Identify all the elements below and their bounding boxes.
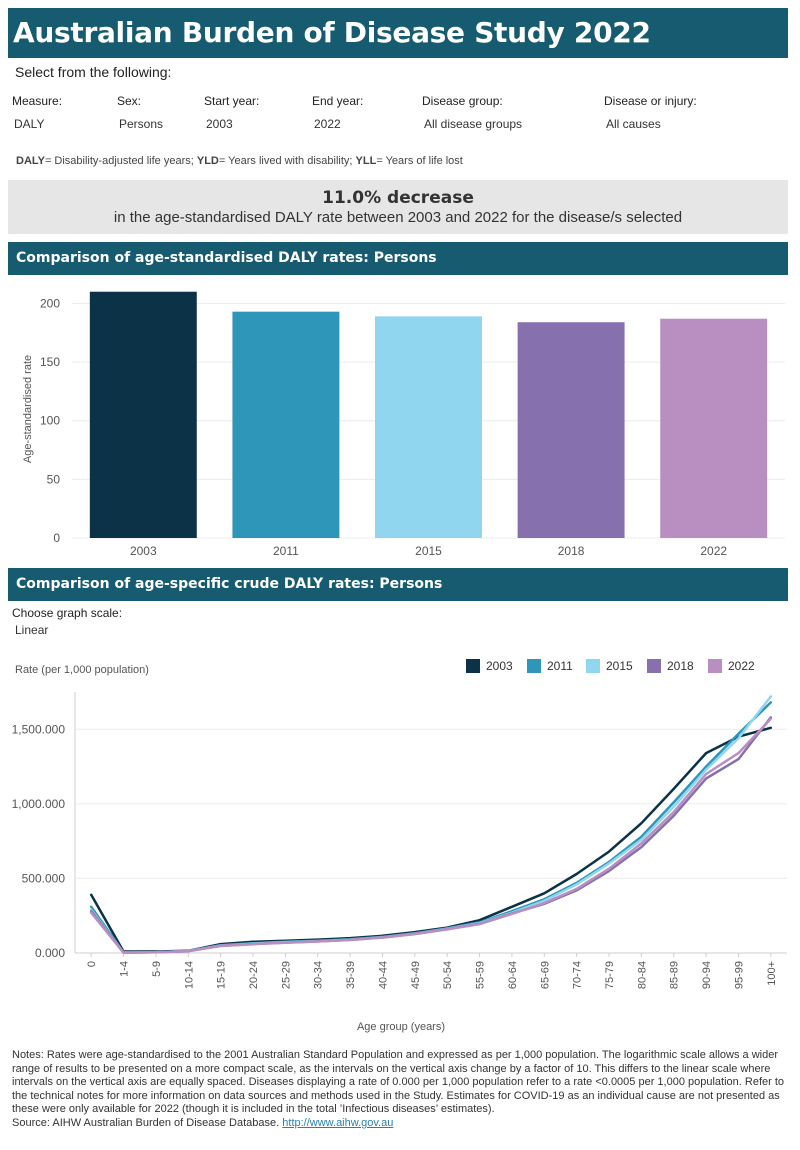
filter-sex-value[interactable]: Persons <box>119 117 164 131</box>
line-x-tick-label: 50-54 <box>442 961 454 989</box>
bar-x-tick-label: 2022 <box>700 544 727 558</box>
filter-end-year[interactable]: End year: 2022 <box>312 94 363 131</box>
series-line-2011 <box>89 701 773 954</box>
filter-end-year-value[interactable]: 2022 <box>314 117 341 131</box>
line-x-tick-label: 10-14 <box>183 961 195 989</box>
page-title: Australian Burden of Disease Study 2022 <box>13 16 651 49</box>
line-y-tick-label: 1,000.000 <box>12 797 66 811</box>
legend-swatch-2015 <box>586 659 600 673</box>
bar-2015 <box>375 316 482 538</box>
line-y-tick-label: 1,500.000 <box>12 722 66 736</box>
legend-swatch-2011 <box>527 659 541 673</box>
line-x-tick-label: 15-19 <box>216 961 228 989</box>
legend-label-2015: 2015 <box>606 659 633 673</box>
filter-disease-group-label: Disease group: <box>422 94 503 108</box>
line-y-axis-label: Rate (per 1,000 population) <box>15 664 149 676</box>
filter-disease-injury-value[interactable]: All causes <box>606 117 661 131</box>
graph-scale-label: Choose graph scale: <box>12 606 123 620</box>
line-x-tick-label: 70-74 <box>572 961 584 989</box>
legend-swatch-2003 <box>466 659 480 673</box>
summary-subtext: in the age-standardised DALY rate betwee… <box>113 209 683 226</box>
line-x-tick-label: 65-69 <box>539 961 551 989</box>
line-x-tick-label: 95-99 <box>733 961 745 989</box>
bar-y-tick-label: 150 <box>40 355 60 369</box>
line-chart: Rate (per 1,000 population) 0.000 500.000 1… <box>12 659 787 1033</box>
select-header: Select from the following: <box>15 64 172 80</box>
filter-disease-injury-label: Disease or injury: <box>604 94 697 108</box>
legend-swatch-2018 <box>647 659 661 673</box>
line-x-tick-label: 75-79 <box>604 961 616 989</box>
summary-headline: 11.0% decrease <box>322 188 474 208</box>
filter-start-year-value[interactable]: 2003 <box>206 117 233 131</box>
bar-y-tick-label: 100 <box>40 414 60 428</box>
bar-y-tick-label: 50 <box>47 472 61 486</box>
line-x-tick-label: 40-44 <box>377 961 389 989</box>
bar-2011 <box>232 311 340 538</box>
section-title-standardised: Comparison of age-standardised DALY rate… <box>8 242 788 275</box>
legend-label-2003: 2003 <box>486 659 513 673</box>
bar-y-tick-label: 200 <box>40 296 60 310</box>
series-line-2018 <box>89 716 773 954</box>
line-x-tick-label: 85-89 <box>669 961 681 989</box>
bar-x-tick-label: 2011 <box>273 544 299 558</box>
bar-2022 <box>660 318 768 538</box>
filter-measure-label: Measure: <box>12 94 63 108</box>
filter-disease-group[interactable]: Disease group: All disease groups <box>422 94 522 131</box>
filter-end-year-label: End year: <box>312 94 364 108</box>
legend-label-2022: 2022 <box>728 659 755 673</box>
source-text: Source: AIHW Australian Burden of Diseas… <box>12 1116 283 1129</box>
series-line-2003 <box>89 726 773 953</box>
notes: Notes: Rates were age-standardised to th… <box>12 1049 788 1131</box>
bar-chart: 0 50 100 150 200 Age-standardised rate 2003 201… <box>22 291 785 558</box>
section-title-age-specific: Comparison of age-specific crude DALY ra… <box>8 568 788 601</box>
line-x-tick-label: 60-64 <box>507 961 519 989</box>
source-link[interactable]: http://www.aihw.gov.au <box>282 1116 394 1129</box>
line-x-tick-label: 5-9 <box>151 961 163 977</box>
line-x-tick-label: 100+ <box>766 961 778 986</box>
line-x-axis-label: Age group (years) <box>357 1021 445 1033</box>
series-line-2022 <box>89 717 773 954</box>
filter-measure[interactable]: Measure: DALY <box>12 94 62 131</box>
legend-label-2011: 2011 <box>547 659 573 673</box>
abbreviations-note: DALY= Disability-adjusted life years; YL… <box>16 155 463 167</box>
bar-y-tick-label: 0 <box>53 531 60 545</box>
line-x-tick-label: 1-4 <box>119 961 131 977</box>
line-x-tick-label: 20-24 <box>248 961 260 989</box>
line-x-tick-label: 0 <box>86 961 98 967</box>
bar-x-tick-label: 2015 <box>415 544 442 558</box>
line-y-tick-label: 500.000 <box>22 871 66 885</box>
title-bar: Australian Burden of Disease Study 2022 <box>8 8 788 58</box>
bar-x-tick-label: 2003 <box>130 544 157 558</box>
series-line-2015 <box>89 695 773 954</box>
filter-measure-value[interactable]: DALY <box>14 117 45 131</box>
graph-scale-value[interactable]: Linear <box>15 623 49 637</box>
filter-start-year[interactable]: Start year: 2003 <box>204 94 259 131</box>
line-x-tick-label: 30-34 <box>313 961 325 989</box>
line-x-tick-label: 90-94 <box>701 961 713 989</box>
line-x-tick-label: 80-84 <box>636 961 648 989</box>
line-x-tick-label: 35-39 <box>345 961 357 989</box>
filter-disease-group-value[interactable]: All disease groups <box>424 117 523 131</box>
filter-start-year-label: Start year: <box>204 94 260 108</box>
line-x-tick-label: 55-59 <box>475 961 487 989</box>
bar-x-tick-label: 2018 <box>558 544 585 558</box>
filter-sex-label: Sex: <box>117 94 142 108</box>
legend-swatch-2022 <box>708 659 722 673</box>
line-y-tick-label: 0.000 <box>35 946 65 960</box>
filter-sex[interactable]: Sex: Persons <box>117 94 163 131</box>
bar-y-axis-label: Age-standardised rate <box>22 355 34 463</box>
line-x-tick-label: 45-49 <box>410 961 422 989</box>
bar-2018 <box>517 322 625 538</box>
filter-disease-injury[interactable]: Disease or injury: All causes <box>604 94 697 131</box>
summary-banner: 11.0% decrease in the age-standardised D… <box>8 180 788 234</box>
line-x-tick-label: 25-29 <box>280 961 292 989</box>
legend-label-2018: 2018 <box>667 659 694 673</box>
bar-2003 <box>89 291 197 538</box>
notes-text: Notes: Rates were age-standardised to th… <box>12 1049 785 1116</box>
